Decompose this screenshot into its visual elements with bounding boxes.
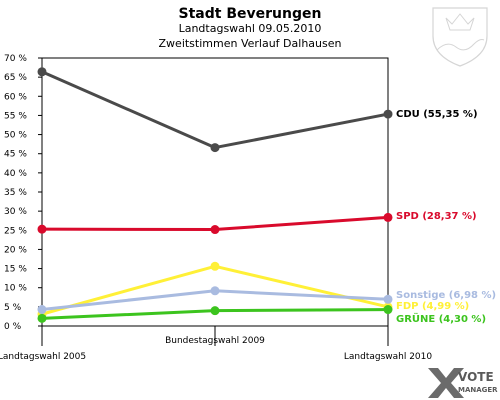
y-tick-label: 25 % (4, 226, 27, 236)
x-tick-label: Landtagswahl 2010 (344, 352, 433, 362)
series-line-cdu (41, 70, 389, 150)
data-point-fdp (210, 261, 220, 271)
y-tick-label: 5 % (4, 303, 22, 313)
data-point-cdu (37, 67, 47, 77)
data-point-spd (210, 225, 220, 235)
y-tick-label: 20 % (4, 245, 27, 255)
data-point-spd (37, 224, 47, 234)
y-tick-label: 0 % (4, 322, 22, 332)
data-point-sonstige (210, 286, 220, 296)
series-layer (37, 67, 393, 323)
y-tick-label: 65 % (4, 73, 27, 83)
y-tick-label: 40 % (4, 169, 27, 179)
y-tick-label: 70 % (4, 54, 27, 64)
data-point-spd (383, 212, 393, 222)
series-label-spd: SPD (28,37 %) (396, 211, 477, 222)
brand-subname: MANAGER (458, 386, 498, 394)
y-axis: 0 % 5 % 10 % 15 % 20 % 25 % 30 % 35 % 40 % 45 % 50… (4, 54, 42, 332)
x-mark-icon (428, 368, 464, 398)
data-point-cdu (383, 109, 393, 119)
plot-area-frame (41, 57, 389, 327)
chart-subtitle-description: Zweitstimmen Verlauf Dalhausen (159, 37, 342, 50)
data-point-grüne (210, 306, 220, 316)
series-label-sonstige: Sonstige (6,98 %) (396, 290, 496, 301)
data-point-grüne (37, 313, 47, 323)
chart-title: Stadt Beverungen (179, 6, 322, 22)
data-point-cdu (210, 143, 220, 153)
series-label-cdu: CDU (55,35 %) (396, 109, 478, 120)
y-tick-label: 60 % (4, 92, 27, 102)
chart-subtitle-election: Landtagswahl 09.05.2010 (179, 22, 322, 35)
vote-manager-logo: VOTE MANAGER (428, 368, 498, 398)
series-label-grüne: GRÜNE (4,30 %) (396, 311, 486, 325)
y-tick-label: 45 % (4, 150, 27, 160)
y-tick-label: 50 % (4, 131, 27, 141)
data-point-sonstige (37, 305, 47, 315)
data-point-sonstige (383, 294, 393, 304)
x-axis: Landtagswahl 2005 Bundestagswahl 2009 Land… (0, 326, 432, 362)
brand-name: VOTE (458, 370, 494, 384)
series-end-labels: CDU (55,35 %) SPD (28,37 %) FDP (4,99 %)So… (396, 109, 496, 325)
x-tick-label: Landtagswahl 2005 (0, 352, 86, 362)
series-label-fdp: FDP (4,99 %) (396, 301, 469, 312)
coat-of-arms-icon (432, 7, 488, 67)
x-tick-label: Bundestagswahl 2009 (165, 336, 265, 346)
data-point-grüne (383, 305, 393, 315)
y-tick-label: 35 % (4, 188, 27, 198)
y-tick-label: 30 % (4, 207, 27, 217)
y-tick-label: 10 % (4, 284, 27, 294)
y-tick-label: 15 % (4, 265, 27, 275)
y-tick-label: 55 % (4, 111, 27, 121)
